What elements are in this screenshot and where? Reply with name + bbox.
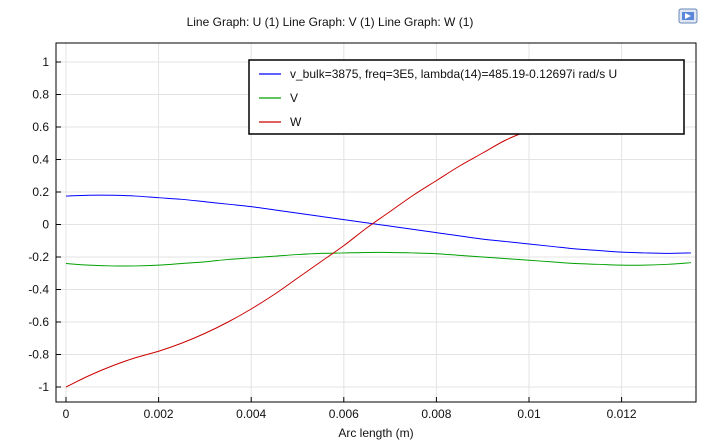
- legend-box: [248, 59, 685, 135]
- y-tick-label: 0: [42, 218, 49, 232]
- legend-label: V: [290, 91, 298, 105]
- x-axis-label: Arc length (m): [338, 426, 413, 440]
- y-tick-label: 0.6: [32, 120, 49, 134]
- chart-title: Line Graph: U (1) Line Graph: V (1) Line…: [187, 15, 474, 29]
- series-line-u: [65, 194, 692, 254]
- series-line-w: [65, 120, 553, 388]
- x-tick-label: 0.004: [236, 407, 266, 421]
- y-tick-label: 1: [42, 55, 49, 69]
- x-tick-label: 0.008: [421, 407, 451, 421]
- plot-frame: [55, 42, 697, 403]
- y-tick-label: 0.8: [32, 88, 49, 102]
- y-tick-label: 0.4: [32, 153, 49, 167]
- x-tick-label: 0.002: [144, 407, 174, 421]
- x-tick-label: 0.012: [607, 407, 637, 421]
- x-axis-ticks: 0 0.002 0.004 0.006 0.008 0.01 0.012: [63, 397, 637, 421]
- y-tick-label: -1: [38, 380, 49, 394]
- legend-label: v_bulk=3875, freq=3E5, lambda(14)=485.19…: [290, 67, 617, 81]
- legend: v_bulk=3875, freq=3E5, lambda(14)=485.19…: [248, 59, 685, 135]
- graph-export-icon[interactable]: [678, 8, 698, 24]
- y-tick-label: -0.4: [28, 283, 49, 297]
- y-axis-ticks: 1 0.8 0.6 0.4 0.2 0 -0.2 -0.4 -0.6 -0.8 -1: [28, 55, 61, 394]
- series-layer: [65, 120, 692, 388]
- legend-label: W: [290, 115, 302, 129]
- x-tick-label: 0: [63, 407, 70, 421]
- x-tick-label: 0.006: [329, 407, 359, 421]
- y-tick-label: -0.8: [28, 348, 49, 362]
- x-tick-label: 0.01: [517, 407, 541, 421]
- series-line-v: [65, 251, 692, 267]
- y-tick-label: 0.2: [32, 185, 49, 199]
- y-tick-label: -0.2: [28, 250, 49, 264]
- y-tick-label: -0.6: [28, 315, 49, 329]
